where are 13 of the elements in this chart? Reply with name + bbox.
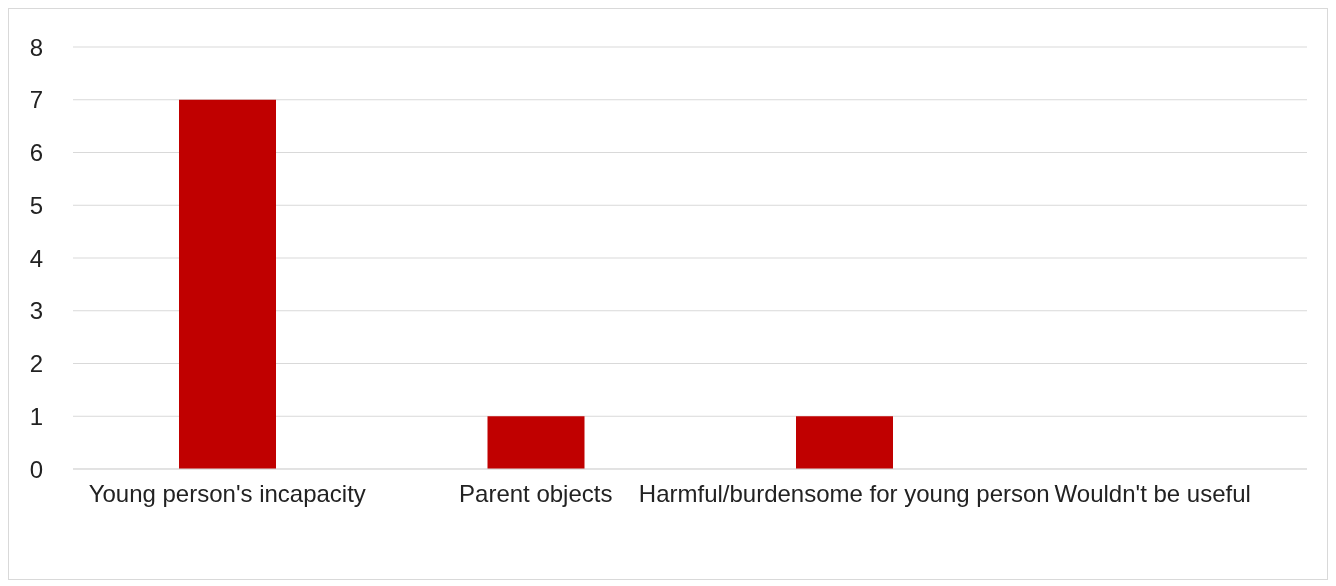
x-tick-label: Harmful/burdensome for young person <box>638 480 1050 508</box>
y-tick-label: 1 <box>29 402 43 430</box>
x-tick-label: Parent objects <box>459 480 613 508</box>
y-tick-label: 6 <box>29 139 43 167</box>
y-tick-label: 4 <box>29 244 43 272</box>
y-tick-label: 0 <box>29 455 43 483</box>
y-tick-label: 3 <box>29 297 43 325</box>
y-tick-label: 2 <box>29 350 43 378</box>
y-tick-label: 7 <box>29 86 43 114</box>
y-tick-label: 8 <box>29 33 43 61</box>
x-tick-label: Wouldn't be useful <box>1054 480 1251 508</box>
y-tick-label: 5 <box>29 191 43 219</box>
x-tick-label: Young person's incapacity <box>88 480 366 508</box>
